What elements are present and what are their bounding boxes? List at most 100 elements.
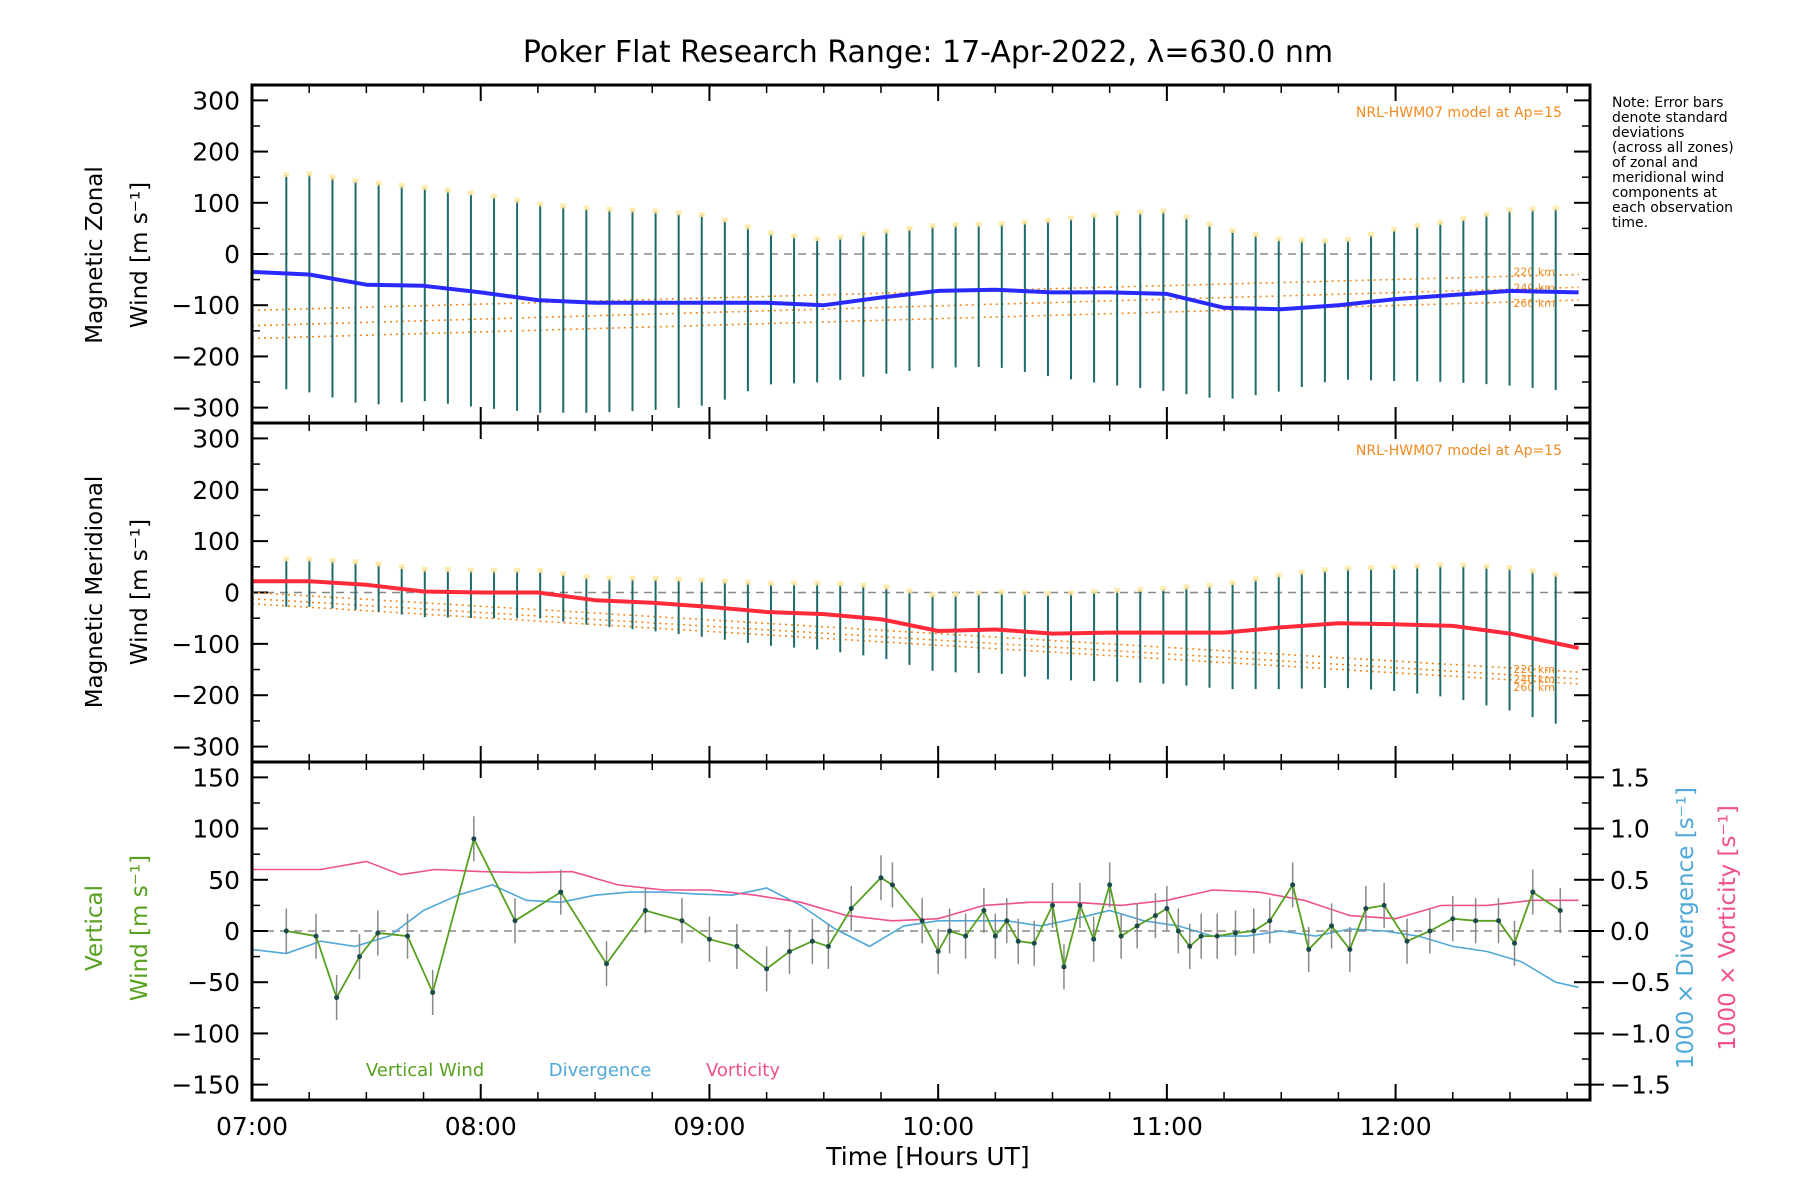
error-cap: [537, 201, 544, 207]
vertical-wind-point: [1118, 933, 1124, 939]
y-tick-label: 0: [224, 917, 240, 946]
y-tick-label: 300: [192, 424, 240, 453]
y-tick-label: −100: [171, 630, 240, 659]
error-cap: [1391, 226, 1398, 232]
y-tick-label: −300: [171, 394, 240, 423]
error-cap: [1344, 565, 1351, 571]
error-cap: [1068, 215, 1075, 221]
chart-title: Poker Flat Research Range: 17-Apr-2022, …: [523, 35, 1333, 70]
error-cap: [1506, 565, 1513, 571]
error-cap: [1275, 236, 1282, 242]
note-line-4: (across all zones): [1612, 140, 1734, 156]
error-cap: [698, 577, 705, 583]
legend-entry: Divergence: [549, 1060, 652, 1081]
y-tick-label: −300: [171, 733, 240, 762]
y-tick-label: −200: [171, 342, 240, 371]
vertical-wind-point: [878, 875, 884, 881]
x-tick-label: 08:00: [445, 1112, 517, 1141]
vertical-wind-point: [889, 882, 895, 888]
vertical-wind-point: [512, 918, 518, 924]
error-cap: [283, 556, 290, 562]
note-line-5: of zonal and: [1612, 155, 1698, 171]
error-cap: [1160, 208, 1167, 214]
vertical-wind-point: [734, 943, 740, 949]
error-cap: [444, 567, 451, 573]
error-cap: [352, 559, 359, 565]
error-cap: [1137, 209, 1144, 215]
error-cap: [467, 190, 474, 196]
error-cap: [906, 588, 913, 594]
error-cap: [1114, 587, 1121, 593]
error-cap: [675, 576, 682, 582]
error-cap: [1206, 582, 1213, 588]
x-tick-label: 12:00: [1360, 1112, 1432, 1141]
error-cap: [583, 205, 590, 211]
vertical-wind-point: [1061, 964, 1067, 970]
error-cap: [606, 206, 613, 212]
vertical-wind-point: [981, 908, 987, 914]
y-tick-label: 50: [208, 866, 240, 895]
error-cap: [1091, 212, 1098, 218]
vertical-wind-point: [313, 933, 319, 939]
error-cap: [1275, 572, 1282, 578]
vertical-wind-point: [1091, 936, 1097, 942]
model-altitude-label: 220 km: [1513, 265, 1555, 278]
vorticity-line: [252, 860, 1579, 922]
error-cap: [537, 567, 544, 573]
vertical-wind-point: [786, 948, 792, 954]
vertical-wind-point: [1404, 938, 1410, 944]
vertical-wind-point: [764, 966, 770, 972]
error-cap: [975, 590, 982, 596]
error-cap: [721, 217, 728, 223]
error-cap: [444, 187, 451, 193]
error-cap: [814, 580, 821, 586]
error-cap: [329, 557, 336, 563]
error-cap: [1437, 219, 1444, 225]
vertical-wind-point: [1198, 933, 1204, 939]
vertical-wind-point: [1347, 946, 1353, 952]
vertical-wind-point: [1164, 905, 1170, 911]
error-cap: [1252, 232, 1259, 238]
error-cap: [952, 222, 959, 228]
error-cap: [1437, 562, 1444, 568]
vertical-wind-point: [356, 954, 362, 960]
error-cap: [491, 193, 498, 199]
error-cap: [606, 575, 613, 581]
error-cap: [560, 203, 567, 209]
error-cap: [1414, 223, 1421, 229]
y2-tick-label: 1.0: [1610, 815, 1650, 844]
error-cap: [1529, 568, 1536, 574]
vertical-wind-point: [1450, 916, 1456, 922]
error-cap: [1368, 565, 1375, 571]
error-cap: [514, 197, 521, 203]
vertical-wind-point: [1214, 933, 1220, 939]
error-cap: [814, 236, 821, 242]
error-cap: [1044, 217, 1051, 223]
vertical-wind-point: [1077, 902, 1083, 908]
model-line: [251, 286, 1579, 327]
vertical-wind-point: [919, 918, 925, 924]
error-cap: [1483, 563, 1490, 569]
vertical-wind-point: [283, 928, 289, 934]
error-cap: [1183, 584, 1190, 590]
meridional-ylabel-line1: Magnetic Meridional: [82, 476, 108, 709]
y2-tick-label: −1.0: [1610, 1019, 1671, 1048]
error-cap: [744, 224, 751, 230]
y-tick-label: −50: [187, 968, 240, 997]
model-label: NRL-HWM07 model at Ap=15: [1356, 443, 1562, 459]
error-cap: [975, 221, 982, 227]
plot-layer: 3002001000−100−200−3003002001000−100−200…: [171, 83, 1671, 1141]
model-altitude-label: 260 km: [1513, 681, 1555, 694]
vertical-wind-point: [992, 933, 998, 939]
note-line-7: components at: [1612, 185, 1718, 201]
vertical-wind-point: [848, 905, 854, 911]
error-cap: [837, 581, 844, 587]
error-cap: [744, 579, 751, 585]
vertical-wind-point: [375, 930, 381, 936]
y2-tick-label: 0.5: [1610, 866, 1650, 895]
error-cap: [1506, 207, 1513, 213]
vertical-wind-point: [1004, 918, 1010, 924]
error-cap: [906, 225, 913, 231]
vertical-wind-point: [1530, 889, 1536, 895]
